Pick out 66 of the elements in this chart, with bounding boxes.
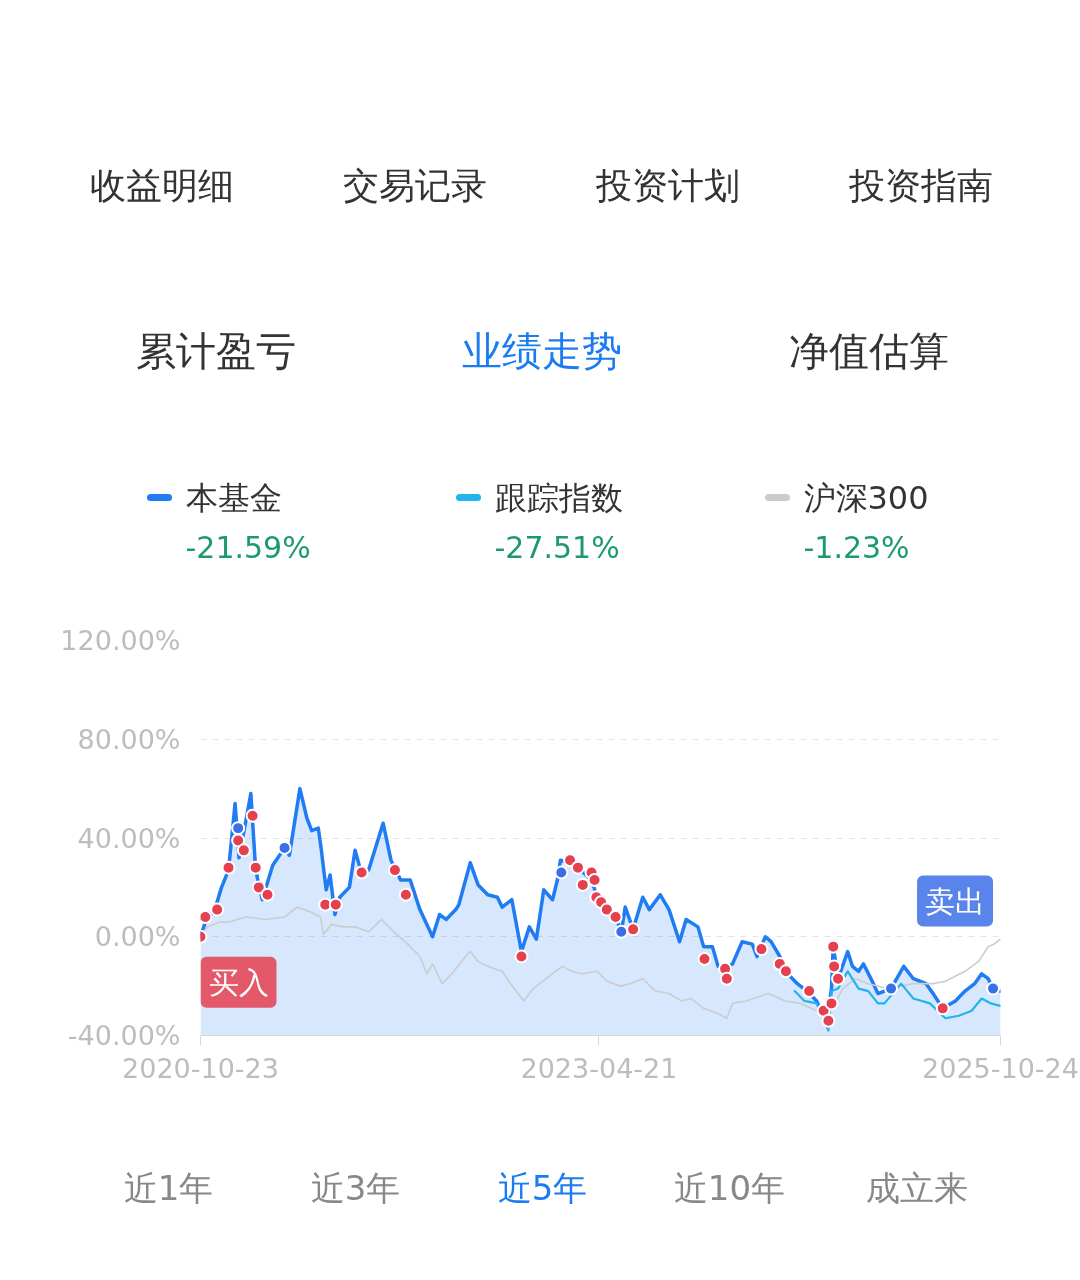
point	[986, 981, 1001, 996]
y-tick-label: -40.00%	[67, 1020, 181, 1051]
y-tick-label: 120.00%	[60, 625, 181, 656]
text: 近10年	[673, 1167, 786, 1208]
x-tick-label: 2025-10-24	[922, 1052, 1079, 1084]
y-tick-label: 40.00%	[77, 822, 181, 854]
point	[251, 880, 266, 895]
text: 投资指南	[848, 165, 994, 206]
point	[884, 981, 899, 996]
point	[587, 872, 602, 887]
text: 收益明细	[89, 165, 234, 206]
text: -27.51%	[494, 530, 620, 565]
point	[821, 1013, 836, 1028]
point	[935, 1001, 950, 1016]
text: 近3年	[310, 1167, 401, 1208]
point	[231, 833, 246, 848]
point	[248, 860, 263, 875]
y-tick-label: 80.00%	[77, 723, 181, 755]
annotation: 买入	[208, 964, 269, 1000]
point	[608, 910, 623, 924]
point	[754, 942, 769, 957]
point	[210, 902, 225, 917]
point	[719, 971, 734, 986]
point	[328, 897, 343, 912]
x-tick-label: 2023-04-21	[520, 1052, 678, 1084]
point	[824, 996, 839, 1011]
legend-label: 沪深300	[803, 478, 929, 517]
point	[826, 939, 841, 954]
point	[200, 910, 213, 924]
text: 净值估算	[788, 327, 949, 374]
point	[514, 949, 529, 964]
line-series	[793, 970, 1001, 1032]
point	[575, 877, 590, 892]
point	[827, 959, 842, 974]
point	[221, 860, 236, 875]
annotation: 卖出	[925, 883, 986, 919]
text: 投资计划	[595, 165, 741, 206]
legend-label: 本基金	[185, 478, 282, 517]
point	[570, 860, 585, 875]
y-tick-label: 0.00%	[94, 921, 181, 953]
point	[245, 808, 260, 823]
point	[260, 887, 275, 902]
point	[277, 840, 292, 855]
text: -1.23%	[803, 530, 910, 565]
point	[697, 951, 712, 966]
chart-title: 业绩走势	[462, 327, 622, 374]
text: 近1年	[123, 1167, 214, 1208]
point	[626, 922, 641, 937]
point	[802, 984, 817, 999]
text: 交易记录	[342, 165, 487, 206]
text: 近5年	[497, 1167, 588, 1208]
point	[554, 865, 569, 880]
point	[387, 863, 402, 878]
point	[398, 887, 413, 902]
point	[614, 924, 629, 939]
text: 成立来	[865, 1167, 968, 1208]
text: 累计盈亏	[135, 327, 296, 374]
point	[231, 821, 246, 836]
x-tick-label: 2020-10-23	[122, 1052, 279, 1084]
point	[778, 964, 793, 979]
point	[236, 843, 251, 858]
legend-label: 跟踪指数	[494, 478, 623, 517]
point	[831, 971, 846, 986]
text: -21.59%	[185, 530, 311, 565]
point	[354, 865, 369, 880]
point	[599, 902, 614, 917]
